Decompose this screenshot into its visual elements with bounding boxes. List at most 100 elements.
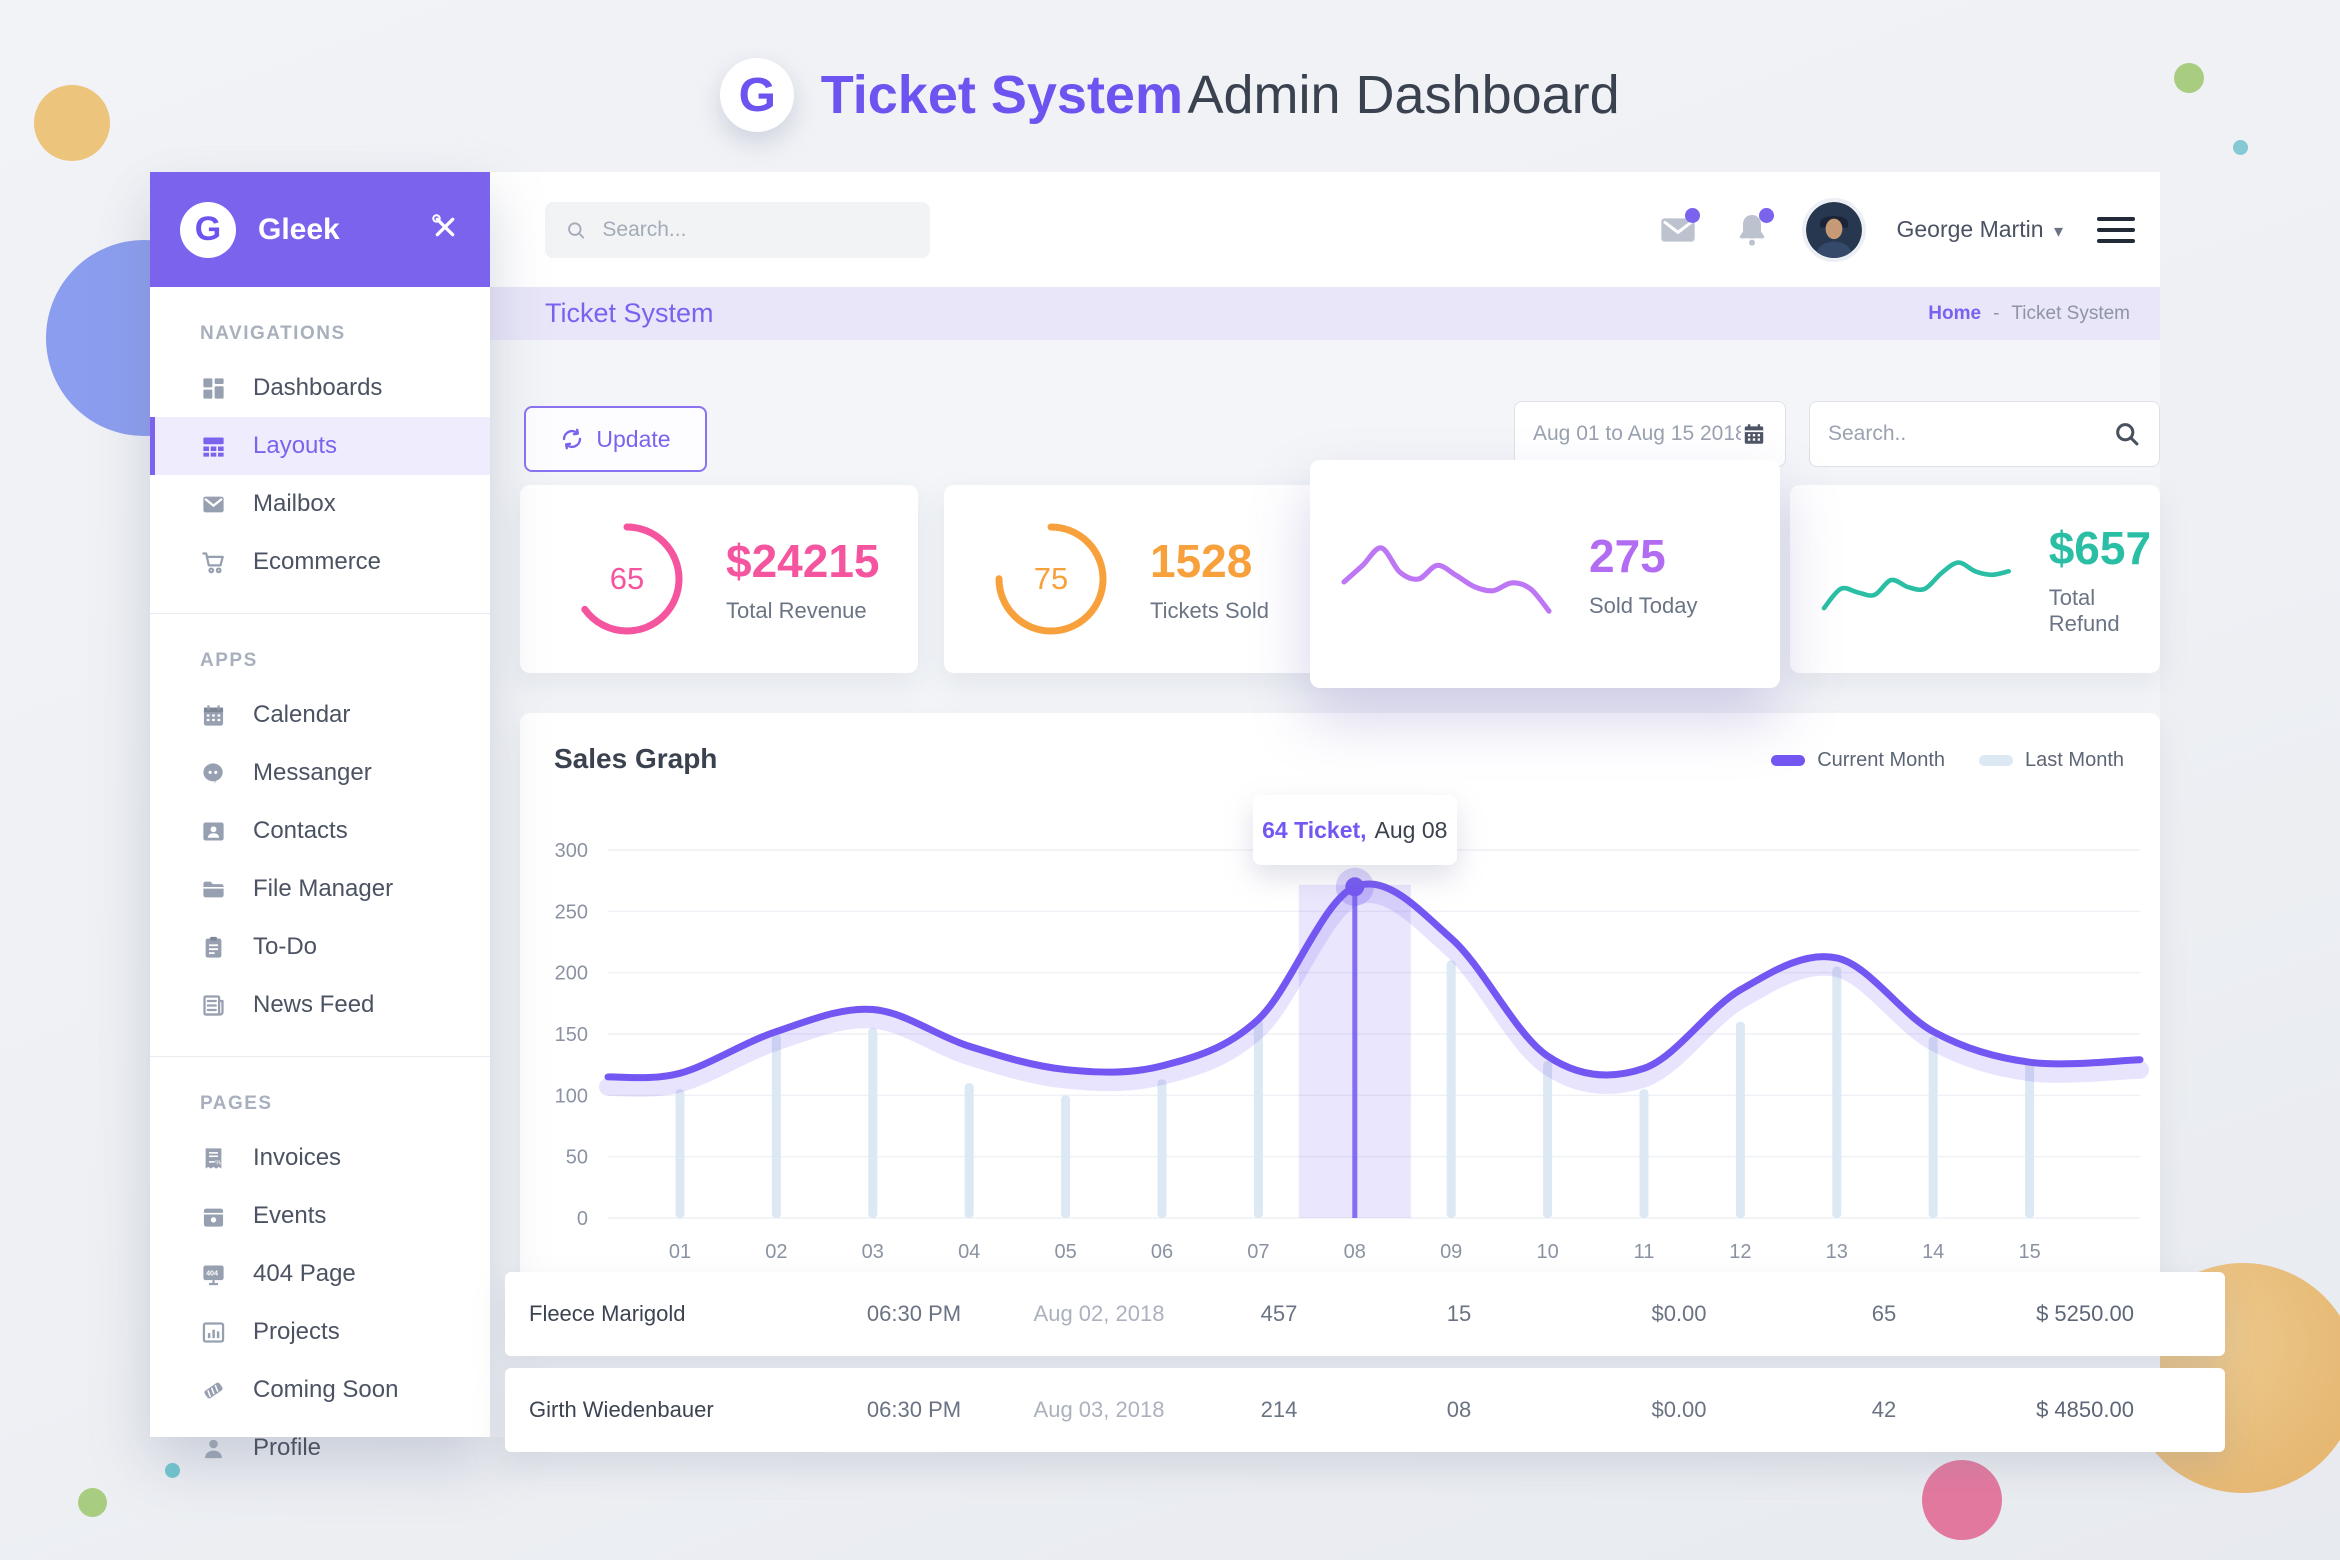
svg-text:13: 13 bbox=[1826, 1241, 1848, 1263]
svg-text:150: 150 bbox=[555, 1024, 588, 1046]
divider bbox=[150, 1056, 490, 1057]
folder-icon bbox=[200, 876, 227, 903]
search-icon bbox=[2116, 423, 2139, 446]
sidebar-item-invoices[interactable]: % Invoices bbox=[150, 1129, 490, 1187]
sidebar-item-layouts[interactable]: Layouts bbox=[150, 417, 490, 475]
tools-icon[interactable] bbox=[430, 212, 460, 247]
sidebar-header: G Gleek bbox=[150, 172, 490, 287]
nav-section-pages: PAGES bbox=[200, 1093, 273, 1114]
stat-card-tickets-sold: 75 1528 Tickets Sold bbox=[944, 485, 1342, 673]
breadcrumb-home-link[interactable]: Home bbox=[1928, 302, 1982, 324]
svg-text:06: 06 bbox=[1151, 1241, 1173, 1263]
breadcrumb-current: Ticket System bbox=[2011, 302, 2130, 324]
svg-text:09: 09 bbox=[1440, 1241, 1462, 1263]
calendar-icon bbox=[1744, 424, 1764, 444]
dashboards-icon bbox=[200, 375, 227, 402]
svg-text:50: 50 bbox=[566, 1147, 588, 1169]
sidebar-item-dashboards[interactable]: Dashboards bbox=[150, 359, 490, 417]
divider bbox=[150, 613, 490, 614]
svg-text:%: % bbox=[215, 1159, 221, 1166]
decor-circle-green-bottom bbox=[78, 1488, 107, 1517]
svg-text:250: 250 bbox=[555, 901, 588, 923]
page-title-brand: Ticket System bbox=[820, 65, 1183, 125]
total-refund-value: $657 bbox=[2048, 522, 2152, 574]
stat-card-total-revenue: 65 $24215 Total Revenue bbox=[520, 485, 918, 673]
cart-icon bbox=[200, 549, 227, 576]
sidebar-item-file-manager[interactable]: File Manager bbox=[150, 860, 490, 918]
clipboard-icon bbox=[200, 934, 227, 961]
decor-circle-pink-bottom bbox=[1922, 1460, 2002, 1540]
svg-text:100: 100 bbox=[555, 1085, 588, 1107]
sidebar-item-mailbox[interactable]: Mailbox bbox=[150, 475, 490, 533]
svg-text:08: 08 bbox=[1344, 1241, 1366, 1263]
bell-icon[interactable] bbox=[1732, 207, 1775, 250]
event-calendar-icon bbox=[200, 1203, 227, 1230]
legend-swatch-current bbox=[1771, 755, 1806, 766]
sidebar-item-messanger[interactable]: Messanger bbox=[150, 744, 490, 802]
legend-last-month[interactable]: Last Month bbox=[1979, 749, 2124, 772]
content-search[interactable] bbox=[1809, 401, 2160, 467]
mail-icon[interactable] bbox=[1658, 207, 1701, 250]
sales-graph-card: 0 50 100 150 200 250 300 01 02 03 04 05 06 07 08 09 10 11… bbox=[520, 713, 2160, 1313]
avatar[interactable] bbox=[1806, 201, 1863, 258]
chevron-down-icon[interactable]: ▾ bbox=[2053, 221, 2063, 241]
sidebar-item-contacts[interactable]: Contacts bbox=[150, 802, 490, 860]
bell-notification-dot bbox=[1759, 207, 1775, 223]
date-range-picker[interactable] bbox=[1514, 401, 1786, 467]
svg-text:300: 300 bbox=[555, 840, 588, 862]
svg-text:12: 12 bbox=[1729, 1241, 1751, 1263]
update-button[interactable]: Update bbox=[524, 406, 707, 472]
topbar-search[interactable] bbox=[545, 202, 930, 258]
legend-current-month[interactable]: Current Month bbox=[1771, 749, 1945, 772]
sidebar-item-404-page[interactable]: 404 404 Page bbox=[150, 1245, 490, 1303]
svg-text:11: 11 bbox=[1634, 1241, 1655, 1263]
sidebar-item-projects[interactable]: Projects bbox=[150, 1303, 490, 1361]
sold-today-label: Sold Today bbox=[1589, 593, 1698, 618]
contact-card-icon bbox=[200, 818, 227, 845]
hamburger-menu-icon[interactable] bbox=[2097, 210, 2135, 250]
nav-section-navigations: NAVIGATIONS bbox=[200, 323, 346, 344]
svg-text:0: 0 bbox=[577, 1208, 588, 1230]
svg-text:07: 07 bbox=[1247, 1241, 1269, 1263]
date-range-input[interactable] bbox=[1533, 422, 1741, 446]
sidebar-item-events[interactable]: Events bbox=[150, 1187, 490, 1245]
legend-swatch-last bbox=[1979, 755, 2014, 766]
sidebar-item-todo[interactable]: To-Do bbox=[150, 918, 490, 976]
decor-circle-green-top bbox=[2174, 63, 2204, 93]
user-name[interactable]: George Martin bbox=[1896, 216, 2044, 242]
svg-text:404: 404 bbox=[206, 1268, 218, 1277]
table-row[interactable]: Fleece Marigold 06:30 PM Aug 02, 2018 45… bbox=[505, 1272, 2225, 1356]
receipt-icon: % bbox=[200, 1145, 227, 1172]
sidebar-brand: Gleek bbox=[258, 212, 340, 246]
svg-text:01: 01 bbox=[669, 1241, 691, 1263]
gleek-logo-icon: G bbox=[180, 201, 236, 258]
nav-section-apps: APPS bbox=[200, 650, 258, 671]
tags-icon bbox=[200, 1377, 227, 1404]
tickets-progress-ring: 75 bbox=[988, 516, 1114, 642]
page-title-rest: Admin Dashboard bbox=[1187, 65, 1620, 125]
tickets-sold-label: Tickets Sold bbox=[1150, 598, 1270, 623]
sidebar-item-news-feed[interactable]: News Feed bbox=[150, 976, 490, 1034]
chart-tooltip: 64 Ticket, Aug 08 bbox=[1252, 795, 1457, 865]
content-search-input[interactable] bbox=[1828, 422, 2113, 446]
sold-today-sparkline bbox=[1341, 517, 1552, 632]
mailbox-icon bbox=[200, 491, 227, 518]
person-icon bbox=[200, 1435, 227, 1462]
stat-card-sold-today: 275 Sold Today bbox=[1310, 460, 1780, 688]
sales-chart: 0 50 100 150 200 250 300 01 02 03 04 05 06 07 08 09 10 11… bbox=[555, 840, 2149, 1263]
sidebar-item-ecommerce[interactable]: Ecommerce bbox=[150, 533, 490, 591]
decor-circle-teal-top bbox=[2233, 140, 2248, 155]
sidebar-item-calendar[interactable]: Calendar bbox=[150, 686, 490, 744]
newspaper-icon bbox=[200, 992, 227, 1019]
breadcrumb: Home - Ticket System bbox=[1928, 302, 2130, 324]
table-row[interactable]: Girth Wiedenbauer 06:30 PM Aug 03, 2018 … bbox=[505, 1368, 2225, 1452]
svg-text:10: 10 bbox=[1536, 1241, 1558, 1263]
topbar: George Martin ▾ bbox=[490, 172, 2160, 287]
svg-text:05: 05 bbox=[1054, 1241, 1076, 1263]
search-input[interactable] bbox=[602, 218, 910, 242]
sidebar-item-coming-soon[interactable]: Coming Soon bbox=[150, 1361, 490, 1419]
sidebar-item-profile[interactable]: Profile bbox=[150, 1419, 490, 1477]
chart-legend: Current Month Last Month bbox=[1771, 749, 2124, 772]
total-revenue-value: $24215 bbox=[726, 535, 880, 587]
